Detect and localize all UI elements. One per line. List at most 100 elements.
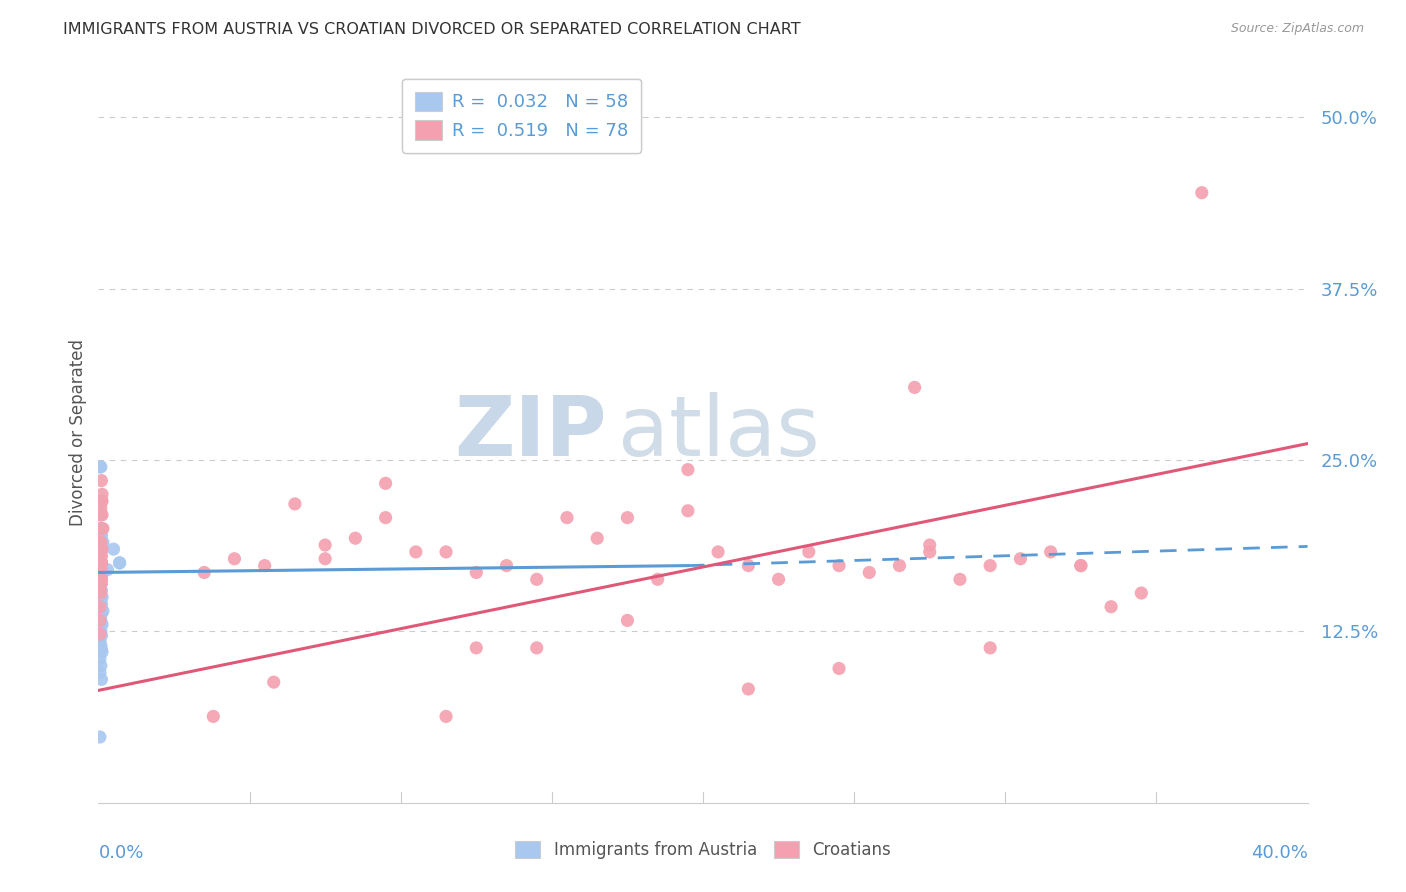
Point [405, 545, 427, 559]
Point [90, 586, 112, 600]
Text: ZIP: ZIP [454, 392, 606, 473]
Point [224, 551, 246, 566]
Point [90, 624, 112, 639]
Point [90, 673, 112, 687]
Point [89, 576, 111, 591]
Point [193, 566, 215, 580]
Point [89, 620, 111, 634]
Point [918, 538, 941, 552]
Point [96, 563, 118, 577]
Point [90, 528, 112, 542]
Point [202, 709, 225, 723]
Point [91, 542, 114, 557]
Point [89, 583, 111, 598]
Point [89, 563, 111, 577]
Point [1070, 558, 1092, 573]
Point [90, 576, 112, 591]
Point [90, 522, 112, 536]
Point [434, 545, 457, 559]
Point [616, 510, 638, 524]
Point [89, 614, 111, 628]
Point [90, 572, 112, 586]
Point [89, 652, 111, 666]
Point [828, 661, 851, 675]
Point [90, 494, 112, 508]
Point [91, 604, 114, 618]
Point [108, 556, 131, 570]
Point [91, 542, 114, 557]
Point [737, 681, 759, 696]
Point [284, 497, 307, 511]
Point [1191, 186, 1213, 200]
Text: Source: ZipAtlas.com: Source: ZipAtlas.com [1230, 22, 1364, 36]
Point [89, 535, 111, 549]
Point [616, 614, 638, 628]
Point [90, 556, 112, 570]
Point [90, 607, 112, 621]
Point [495, 558, 517, 573]
Point [904, 380, 927, 394]
Point [1130, 586, 1153, 600]
Point [90, 638, 112, 652]
Point [91, 645, 114, 659]
Point [90, 522, 112, 536]
Point [434, 709, 457, 723]
Point [586, 531, 609, 545]
Point [465, 566, 488, 580]
Point [90, 642, 112, 657]
Point [526, 640, 548, 655]
Point [90, 549, 112, 563]
Point [89, 556, 111, 570]
Point [90, 474, 112, 488]
Point [89, 535, 111, 549]
Point [90, 459, 112, 474]
Point [90, 593, 112, 607]
Point [374, 510, 396, 524]
Point [90, 542, 112, 557]
Point [89, 563, 111, 577]
Point [90, 542, 112, 557]
Point [344, 531, 367, 545]
Point [90, 569, 112, 583]
Point [91, 494, 114, 508]
Point [91, 508, 114, 522]
Point [465, 640, 488, 655]
Text: 40.0%: 40.0% [1251, 844, 1308, 862]
Point [90, 556, 112, 570]
Point [89, 508, 111, 522]
Point [91, 487, 114, 501]
Legend: R =  0.032   N = 58, R =  0.519   N = 78: R = 0.032 N = 58, R = 0.519 N = 78 [402, 78, 641, 153]
Point [647, 572, 669, 586]
Point [91, 535, 114, 549]
Point [90, 528, 112, 542]
Point [918, 545, 941, 559]
Point [253, 558, 276, 573]
Text: IMMIGRANTS FROM AUSTRIA VS CROATIAN DIVORCED OR SEPARATED CORRELATION CHART: IMMIGRANTS FROM AUSTRIA VS CROATIAN DIVO… [63, 22, 801, 37]
Point [89, 574, 111, 588]
Point [89, 665, 111, 680]
Point [676, 462, 699, 476]
Text: atlas: atlas [619, 392, 820, 473]
Point [1039, 545, 1062, 559]
Point [89, 597, 111, 611]
Point [91, 563, 114, 577]
Point [90, 569, 112, 583]
Point [374, 476, 396, 491]
Point [90, 576, 112, 591]
Point [90, 572, 112, 586]
Point [89, 610, 111, 624]
Point [89, 590, 111, 604]
Point [91, 617, 114, 632]
Legend: Immigrants from Austria, Croatians: Immigrants from Austria, Croatians [509, 834, 897, 866]
Point [314, 551, 336, 566]
Point [89, 576, 111, 591]
Point [90, 563, 112, 577]
Point [90, 604, 112, 618]
Point [707, 545, 730, 559]
Point [90, 556, 112, 570]
Y-axis label: Divorced or Separated: Divorced or Separated [69, 339, 87, 526]
Point [90, 542, 112, 557]
Point [526, 572, 548, 586]
Point [89, 583, 111, 598]
Point [1099, 599, 1122, 614]
